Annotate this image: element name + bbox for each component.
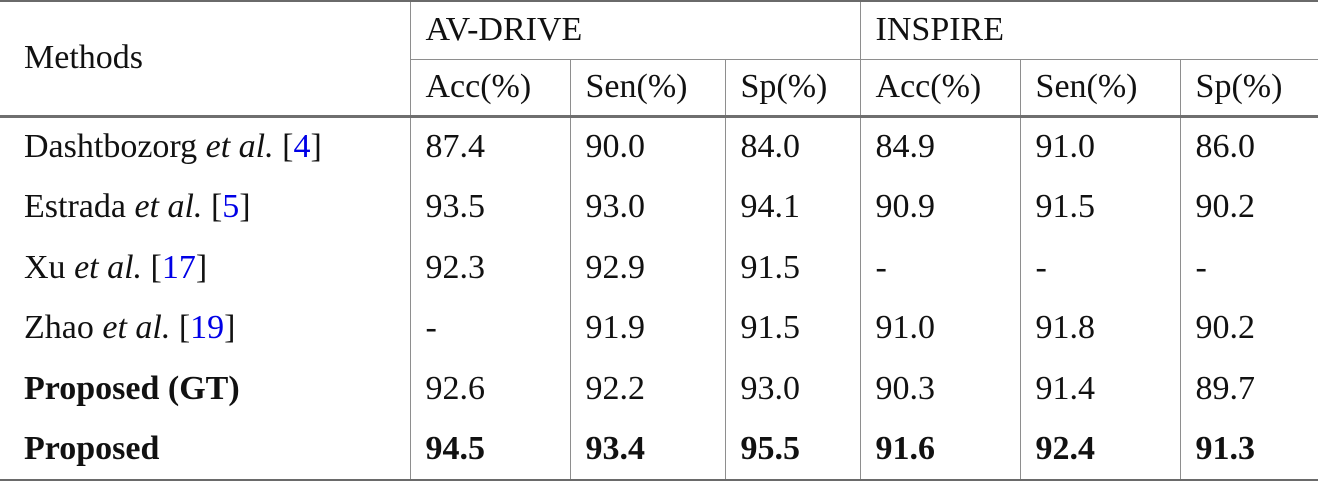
citation: [5]: [211, 188, 251, 225]
value-cell: 93.0: [569, 176, 725, 238]
method-cell: Dashtbozorg et al. [4]: [0, 116, 410, 177]
citation-link[interactable]: 5: [222, 187, 240, 225]
bracket-open: [: [210, 187, 223, 225]
bracket-close: ]: [195, 248, 208, 286]
col-header-sp-inspire: Sp(%): [1179, 59, 1318, 118]
bracket-open: [: [150, 248, 162, 286]
value-cell: 94.1: [724, 176, 861, 238]
method-name: Dashtbozorg: [24, 128, 198, 166]
value-cell: 93.5: [409, 176, 570, 238]
value-cell: 92.6: [409, 358, 570, 420]
bracket-open: [: [178, 309, 191, 347]
col-header-acc-inspire: Acc(%): [859, 59, 1021, 118]
col-header-sen-inspire: Sen(%): [1019, 59, 1181, 118]
table-body: Dashtbozorg et al. [4] 87.4 90.0 84.0 84…: [0, 116, 1318, 481]
method-etal: et al.: [134, 187, 203, 225]
value-cell: 84.9: [859, 116, 1021, 177]
table-row-estrada: Estrada et al. [5] 93.5 93.0 94.1 90.9 9…: [0, 176, 1318, 238]
value-cell: 87.4: [409, 116, 570, 177]
citation-link[interactable]: 19: [190, 309, 225, 347]
value-cell: 90.2: [1179, 297, 1318, 359]
col-header-acc-avdrive: Acc(%): [409, 59, 570, 118]
value-cell: 95.5: [724, 419, 861, 481]
method-etal: et al.: [74, 248, 143, 286]
method-name: Xu: [24, 248, 66, 286]
value-cell: 91.3: [1179, 419, 1318, 481]
col-header-sp-avdrive: Sp(%): [724, 59, 861, 118]
value-cell: 93.0: [724, 358, 861, 420]
table-row-zhao: Zhao et al. [19] - 91.9 91.5 91.0 91.8 9…: [0, 297, 1318, 359]
value-cell: 90.2: [1179, 176, 1318, 238]
citation: [17]: [151, 249, 208, 286]
table-row-proposed: Proposed 94.5 93.4 95.5 91.6 92.4 91.3: [0, 419, 1318, 481]
citation-link[interactable]: 4: [293, 128, 311, 166]
value-cell: 91.6: [859, 419, 1021, 481]
bracket-close: ]: [310, 128, 322, 166]
group-header-av-drive: AV-DRIVE: [409, 0, 861, 60]
table-row-xu: Xu et al. [17] 92.3 92.9 91.5 - - -: [0, 237, 1318, 298]
value-cell: 94.5: [409, 419, 570, 481]
method-cell: Proposed: [0, 419, 410, 481]
citation: [19]: [179, 309, 236, 346]
table-row-dashtbozorg: Dashtbozorg et al. [4] 87.4 90.0 84.0 84…: [0, 116, 1318, 177]
value-cell: -: [1179, 237, 1318, 298]
value-cell: 92.9: [569, 237, 725, 298]
group-header-inspire: INSPIRE: [859, 0, 1318, 60]
value-cell: 90.9: [859, 176, 1021, 238]
bracket-close: ]: [224, 309, 236, 347]
method-name: Estrada: [24, 187, 126, 225]
method-cell: Proposed (GT): [24, 369, 240, 407]
col-header-methods: Methods: [0, 0, 410, 118]
value-cell: 91.4: [1019, 358, 1181, 420]
method-name: Zhao: [24, 309, 94, 347]
value-cell: 92.3: [409, 237, 570, 298]
bracket-open: [: [282, 128, 294, 166]
value-cell: 84.0: [724, 116, 861, 177]
method-etal: et al.: [205, 128, 274, 166]
value-cell: 89.7: [1179, 358, 1318, 420]
value-cell: 86.0: [1179, 116, 1318, 177]
bracket-close: ]: [239, 187, 251, 225]
metric-header-row: Acc(%) Sen(%) Sp(%) Acc(%) Sen(%) Sp(%): [0, 59, 1318, 118]
value-cell: 92.2: [569, 358, 725, 420]
method-cell: Estrada et al. [5]: [0, 177, 410, 238]
value-cell: 93.4: [569, 419, 725, 481]
method-etal: et al.: [102, 309, 171, 347]
value-cell: 90.0: [569, 116, 725, 177]
value-cell: 91.8: [1019, 297, 1181, 359]
citation-link[interactable]: 17: [161, 248, 196, 286]
value-cell: -: [409, 297, 570, 359]
value-cell: 91.5: [724, 297, 861, 359]
value-cell: 91.5: [1019, 176, 1181, 238]
col-header-sen-avdrive: Sen(%): [569, 59, 725, 118]
table-header: Methods AV-DRIVE INSPIRE Acc(%) Sen(%) S…: [0, 0, 1318, 118]
value-cell: 92.4: [1019, 419, 1181, 481]
value-cell: 91.5: [724, 237, 861, 298]
citation: [4]: [282, 128, 322, 165]
method-cell: Zhao et al. [19]: [0, 298, 410, 359]
value-cell: 91.0: [1019, 116, 1181, 177]
method-cell: Xu et al. [17]: [0, 237, 410, 298]
value-cell: 91.0: [859, 297, 1021, 359]
table-row-proposed-gt: Proposed (GT) 92.6 92.2 93.0 90.3 91.4 8…: [0, 358, 1318, 420]
value-cell: 91.9: [569, 297, 725, 359]
value-cell: -: [1019, 237, 1181, 298]
group-header-row: Methods AV-DRIVE INSPIRE: [0, 0, 1318, 118]
value-cell: -: [859, 237, 1021, 298]
value-cell: 90.3: [859, 358, 1021, 420]
